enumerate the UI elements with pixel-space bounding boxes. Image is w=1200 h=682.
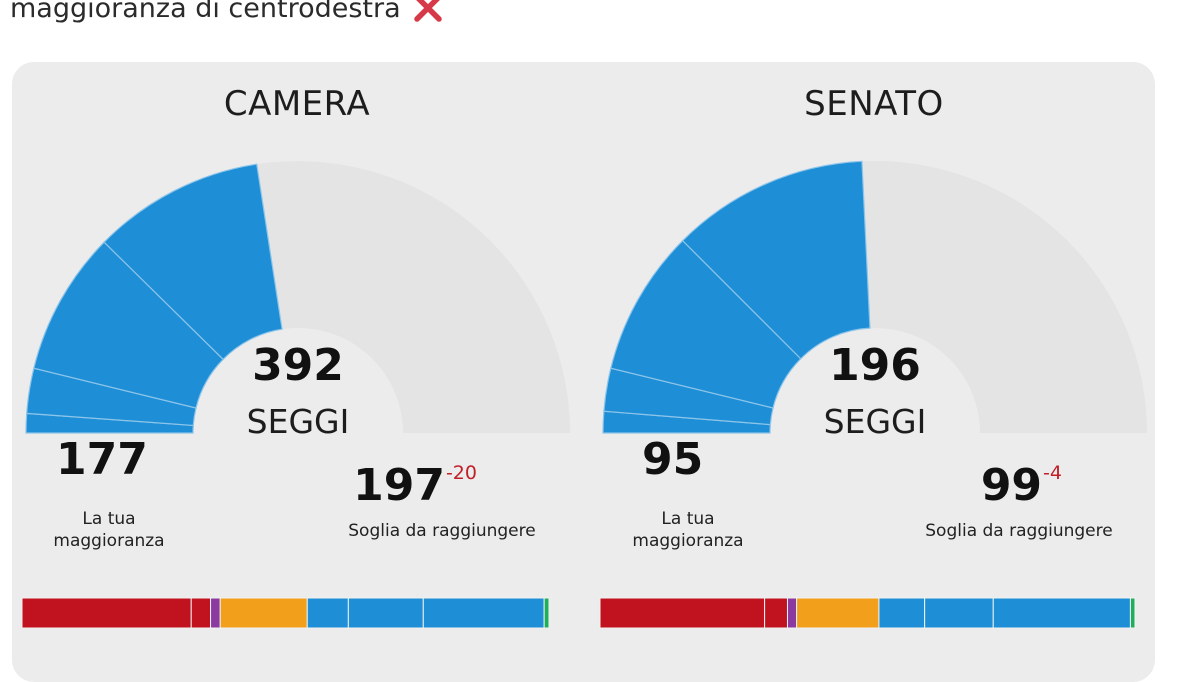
my-majority-label-line2: maggioranza	[632, 531, 744, 551]
threshold-value: 99	[980, 460, 1043, 511]
total-seats-senato: 196	[829, 340, 921, 391]
my-majority-label-senato: La tua maggioranza	[608, 508, 768, 552]
seat-bar-segment	[599, 597, 766, 629]
caption-text: maggioranza di centrodestra	[10, 0, 401, 24]
results-card: CAMERA 392 SEGGI 177 La tua maggioranza …	[12, 62, 1155, 682]
threshold-delta: -4	[1043, 462, 1062, 484]
seat-bar-segment	[190, 597, 212, 629]
my-majority-senato: 95	[642, 434, 704, 485]
my-majority-label-line2: maggioranza	[53, 531, 165, 551]
threshold-camera: 197-20	[257, 460, 477, 511]
my-majority-label-camera: La tua maggioranza	[29, 508, 189, 552]
cross-mark-icon	[413, 0, 442, 22]
threshold-delta: -20	[445, 462, 477, 484]
majority-wedge	[681, 160, 871, 360]
seat-bar-segment	[924, 597, 994, 629]
seat-bar-segment	[764, 597, 788, 629]
seat-bar-segment	[219, 597, 308, 629]
seat-bar-segment	[878, 597, 926, 629]
seat-bar-segment	[796, 597, 880, 629]
seat-bar-segment	[347, 597, 424, 629]
my-majority-label-line1: La tua	[82, 509, 136, 529]
seat-bar-segment	[786, 597, 798, 629]
seat-bar-segment	[992, 597, 1131, 629]
threshold-label-camera: Soglia da raggiungere	[348, 521, 536, 541]
caption: maggioranza di centrodestra	[10, 0, 445, 25]
seat-bar-segment	[306, 597, 349, 629]
threshold-label-senato: Soglia da raggiungere	[925, 521, 1113, 541]
my-majority-label-line1: La tua	[661, 509, 715, 529]
seats-label-senato: SEGGI	[823, 402, 927, 441]
seat-bar-segment	[1129, 597, 1136, 629]
majority-wedge	[103, 163, 283, 361]
threshold-senato: 99-4	[842, 460, 1062, 511]
seat-bar-segment	[210, 597, 221, 629]
seats-label-camera: SEGGI	[246, 402, 350, 441]
seat-bar-segment	[21, 597, 192, 629]
my-majority-camera: 177	[56, 434, 148, 485]
chamber-title-senato: SENATO	[804, 84, 944, 124]
chamber-title-camera: CAMERA	[223, 84, 371, 124]
threshold-value: 197	[353, 460, 445, 511]
seat-bar-segment	[422, 597, 545, 629]
total-seats-camera: 392	[252, 340, 344, 391]
seat-bar-segment	[543, 597, 550, 629]
parliament-graphics	[21, 160, 1147, 629]
